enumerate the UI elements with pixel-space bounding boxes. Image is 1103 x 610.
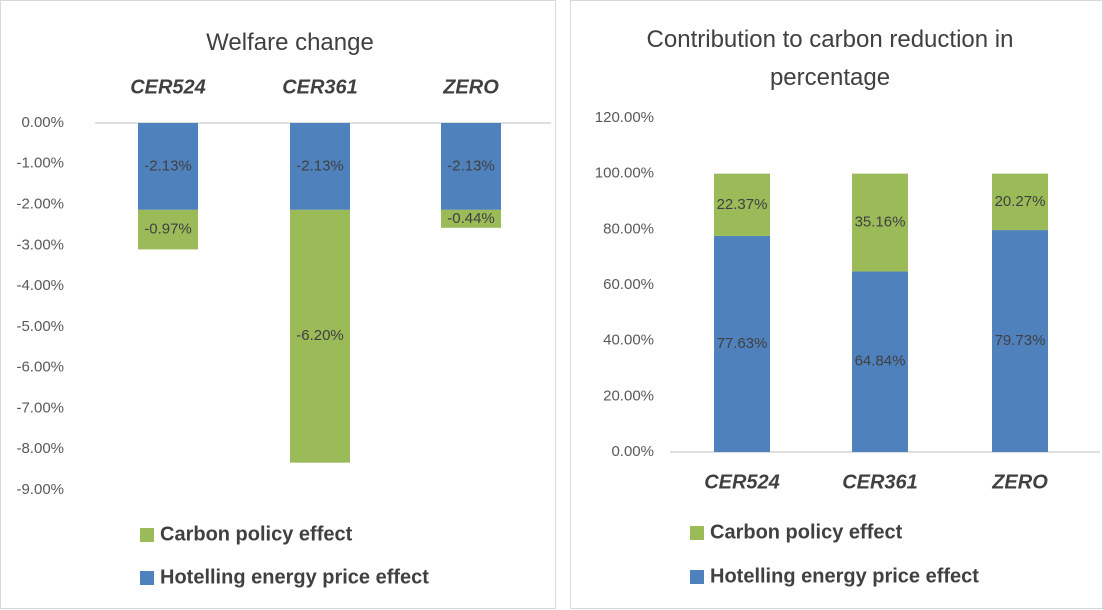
y-tick-label: 0.00%: [611, 443, 654, 460]
legend-swatch: [140, 528, 154, 542]
data-label: 64.84%: [855, 353, 906, 370]
chart-title: Welfare change: [206, 29, 374, 56]
x-tick-label: CER524: [130, 76, 206, 98]
bar-segment: [441, 209, 501, 228]
y-tick-label: -6.00%: [16, 359, 64, 376]
data-label: -2.13%: [144, 157, 192, 174]
legend-swatch: [690, 570, 704, 584]
bar-segment: [714, 173, 770, 236]
y-tick-label: -7.00%: [16, 399, 64, 416]
y-tick-label: -2.00%: [16, 196, 64, 213]
bar-segment: [290, 209, 350, 463]
legend-label: Carbon policy effect: [710, 521, 903, 543]
data-label: 79.73%: [995, 332, 1046, 349]
y-tick-label: -8.00%: [16, 440, 64, 457]
y-tick-label: -3.00%: [16, 236, 64, 253]
data-label: 35.16%: [855, 214, 906, 231]
data-label: -0.97%: [144, 221, 192, 238]
bar-segment: [290, 123, 350, 210]
y-tick-label: 60.00%: [603, 276, 654, 293]
data-label: -2.13%: [296, 157, 344, 174]
chart-title: Contribution to carbon reduction in perc…: [646, 26, 1014, 91]
bar-segment: [441, 123, 501, 210]
y-tick-label: -5.00%: [16, 318, 64, 335]
y-tick-label: 100.00%: [595, 165, 654, 182]
data-label: -0.44%: [447, 210, 495, 227]
bar-segment: [714, 235, 770, 452]
y-tick-label: -1.00%: [16, 155, 64, 172]
bar-segment: [852, 271, 908, 452]
bar-segment: [138, 209, 198, 250]
x-tick-label: ZERO: [991, 471, 1048, 493]
data-label: 22.37%: [717, 196, 768, 213]
data-label: -6.20%: [296, 327, 344, 344]
x-tick-label: CER524: [704, 471, 780, 493]
bar-segment: [992, 173, 1048, 231]
legend-swatch: [690, 526, 704, 540]
panel-border: [0, 0, 556, 609]
data-label: 77.63%: [717, 335, 768, 352]
x-tick-label: ZERO: [442, 76, 499, 98]
y-tick-label: -4.00%: [16, 277, 64, 294]
y-tick-label: 40.00%: [603, 332, 654, 349]
x-tick-label: CER361: [842, 471, 918, 493]
legend-swatch: [140, 571, 154, 585]
y-tick-label: 20.00%: [603, 387, 654, 404]
legend-label: Carbon policy effect: [160, 523, 353, 545]
y-tick-label: 120.00%: [595, 109, 654, 126]
y-tick-label: 80.00%: [603, 220, 654, 237]
y-tick-label: 0.00%: [21, 114, 64, 131]
bar-segment: [138, 123, 198, 210]
y-tick-label: -9.00%: [16, 481, 64, 498]
legend-label: Hotelling energy price effect: [160, 566, 429, 588]
bar-segment: [992, 230, 1048, 452]
legend-label: Hotelling energy price effect: [710, 565, 979, 587]
x-tick-label: CER361: [282, 76, 358, 98]
bar-segment: [852, 173, 908, 272]
data-label: 20.27%: [995, 193, 1046, 210]
data-label: -2.13%: [447, 157, 495, 174]
